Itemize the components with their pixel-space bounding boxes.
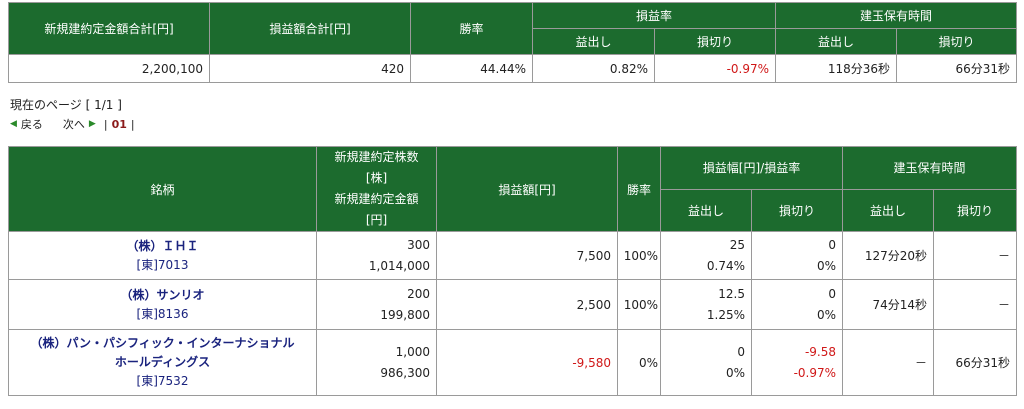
hold-profit: 127分20秒 <box>842 231 935 280</box>
header-win-rate-detail: 勝率 <box>617 146 661 232</box>
loss-range-cell: 0 0% <box>750 231 844 280</box>
summary-total-amount: 2,200,100 <box>8 54 210 83</box>
hold-profit: － <box>842 329 935 396</box>
detail-table: 銘柄 新規建約定株数 [株] 新規建約定金額 [円] 損益額[円] 勝率 損益幅… <box>8 146 1018 396</box>
summary-pl-rate-profit: 0.82% <box>532 54 655 83</box>
pl: 7,500 <box>436 231 618 280</box>
table-row: （株）サンリオ [東]8136 200 199,800 2,500 100% 1… <box>8 279 1018 330</box>
hold-loss: 66分31秒 <box>933 329 1018 396</box>
profit-range-cell: 25 0.74% <box>660 231 752 280</box>
summary-row: 2,200,100 420 44.44% 0.82% -0.97% 118分36… <box>8 54 1018 83</box>
qty: 200 <box>407 286 430 301</box>
profit-rate: 1.25% <box>706 307 745 322</box>
stock-name[interactable]: （株）サンリオ <box>120 287 205 302</box>
loss-rate: -0.97% <box>793 365 837 380</box>
header-amt-line1: 新規建約定金額 <box>334 192 419 206</box>
stock-cell[interactable]: （株）ＩＨＩ [東]7013 <box>8 231 317 280</box>
loss-range: -9.58 <box>804 344 837 359</box>
profit-rate: 0.74% <box>706 258 745 273</box>
amount: 199,800 <box>380 307 430 322</box>
next-link[interactable]: 次へ <box>62 118 85 131</box>
header-holding-time-detail: 建玉保有時間 <box>842 146 1018 190</box>
summary-holding-profit: 118分36秒 <box>775 54 898 83</box>
header-pl-rate-loss: 損切り <box>653 28 777 55</box>
profit-range: 0 <box>737 344 745 359</box>
page-divider-end: | <box>130 118 135 131</box>
profit-range-cell: 12.5 1.25% <box>660 279 752 330</box>
hold-loss: － <box>933 279 1018 330</box>
stock-name-line2[interactable]: ホールディングス <box>114 355 211 369</box>
header-total-pl: 損益額合計[円] <box>209 2 411 55</box>
summary-pl-rate-loss: -0.97% <box>653 54 777 83</box>
qty-amount-cell: 200 199,800 <box>316 279 437 330</box>
stock-name[interactable]: （株）ＩＨＩ <box>126 238 199 253</box>
summary-table: 新規建約定金額合計[円] 損益額合計[円] 勝率 損益率 建玉保有時間 益出し … <box>8 2 1018 83</box>
loss-range-cell: 0 0% <box>750 279 844 330</box>
header-total-amount: 新規建約定金額合計[円] <box>8 2 210 55</box>
stock-code[interactable]: [東]7013 <box>136 257 189 272</box>
header-stock: 銘柄 <box>8 146 317 232</box>
header-pl: 損益額[円] <box>436 146 618 232</box>
win-rate: 0% <box>617 329 661 396</box>
header-holding-time: 建玉保有時間 <box>775 2 1018 29</box>
header-win-rate: 勝率 <box>410 2 533 55</box>
table-row: （株）ＩＨＩ [東]7013 300 1,014,000 7,500 100% … <box>8 231 1018 280</box>
page-link-01[interactable]: 01 <box>111 118 127 131</box>
summary-win-rate: 44.44% <box>410 54 533 83</box>
amount: 986,300 <box>380 365 430 380</box>
page-divider: | <box>103 118 108 131</box>
hold-loss: － <box>933 231 1018 280</box>
qty-amount-cell: 1,000 986,300 <box>316 329 437 396</box>
header-range-profit: 益出し <box>660 188 752 232</box>
stock-cell[interactable]: （株）サンリオ [東]8136 <box>8 279 317 330</box>
profit-range-cell: 0 0% <box>660 329 752 396</box>
profit-rate: 0% <box>725 365 745 380</box>
qty: 1,000 <box>395 344 430 359</box>
header-pl-range: 損益幅[円]/損益率 <box>659 146 844 190</box>
back-link[interactable]: 戻る <box>20 118 43 131</box>
loss-range: 0 <box>828 286 837 301</box>
qty: 300 <box>407 237 430 252</box>
current-page-label: 現在のページ [ 1/1 ] <box>10 98 122 112</box>
stock-code[interactable]: [東]7532 <box>136 374 189 388</box>
profit-range: 25 <box>729 237 745 252</box>
header-hold-loss: 損切り <box>933 188 1018 232</box>
summary-holding-loss: 66分31秒 <box>896 54 1018 83</box>
win-rate: 100% <box>617 231 661 280</box>
header-amt-line2: [円] <box>365 213 388 227</box>
hold-profit: 74分14秒 <box>842 279 935 330</box>
loss-range-cell: -9.58 -0.97% <box>750 329 844 396</box>
qty-amount-cell: 300 1,014,000 <box>316 231 437 280</box>
amount: 1,014,000 <box>368 258 430 273</box>
loss-rate: 0% <box>816 307 837 322</box>
pager: 現在のページ [ 1/1 ] ◀ 戻る 次へ ▶ | 01 | <box>10 97 135 133</box>
header-pl-rate: 損益率 <box>531 2 777 29</box>
next-arrow-icon[interactable]: ▶ <box>88 119 96 129</box>
header-holding-loss: 損切り <box>896 28 1018 55</box>
back-arrow-icon[interactable]: ◀ <box>10 119 17 129</box>
stock-cell[interactable]: （株）パン・パシフィック・インターナショナル ホールディングス [東]7532 <box>8 329 317 396</box>
header-range-loss: 損切り <box>750 188 844 232</box>
win-rate: 100% <box>617 279 661 330</box>
profit-range: 12.5 <box>718 286 745 301</box>
loss-range: 0 <box>828 237 837 252</box>
summary-total-pl: 420 <box>209 54 411 83</box>
header-qty-line2: [株] <box>365 171 388 185</box>
header-holding-profit: 益出し <box>775 28 898 55</box>
pl: -9,580 <box>436 329 618 396</box>
stock-code[interactable]: [東]8136 <box>136 306 189 321</box>
stock-name[interactable]: （株）パン・パシフィック・インターナショナル <box>30 336 295 350</box>
header-qty-line1: 新規建約定株数 <box>334 150 419 164</box>
header-hold-profit: 益出し <box>842 188 935 232</box>
pl: 2,500 <box>436 279 618 330</box>
table-row: （株）パン・パシフィック・インターナショナル ホールディングス [東]7532 … <box>8 329 1018 396</box>
loss-rate: 0% <box>816 258 837 273</box>
header-qty-amount: 新規建約定株数 [株] 新規建約定金額 [円] <box>316 146 437 232</box>
header-pl-rate-profit: 益出し <box>532 28 655 55</box>
